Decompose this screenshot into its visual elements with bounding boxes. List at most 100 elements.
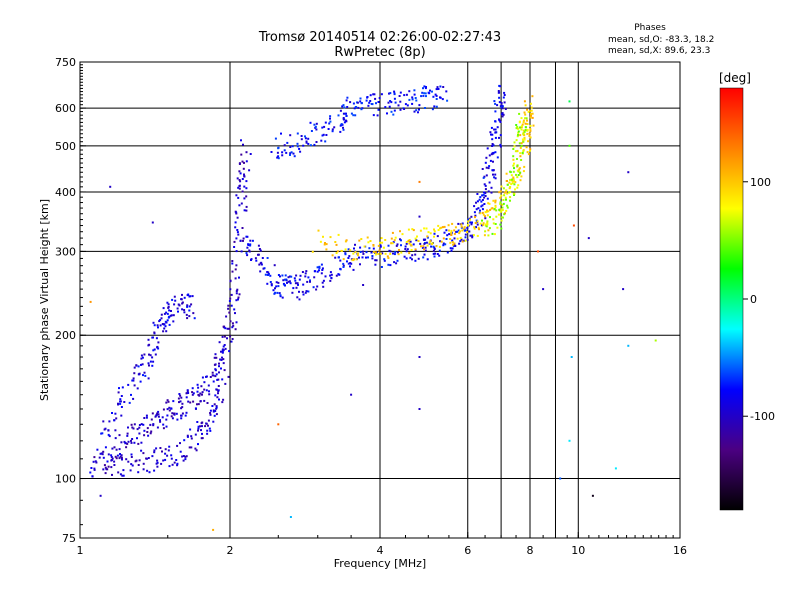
trace-point-o-F1 [457, 222, 460, 225]
trace-point-x-F1 [494, 201, 497, 204]
trace-point-o-F2-upper [435, 98, 438, 100]
trace-point-x-F1 [476, 220, 479, 223]
trace-point-o-F1 [432, 249, 435, 252]
trace-point-o-F2-upper [280, 132, 282, 135]
trace-point-o-low-E [157, 410, 160, 413]
trace-point-x-F1 [398, 249, 400, 251]
trace-point-x-F1 [460, 225, 463, 228]
trace-point-o-low-E [234, 277, 237, 280]
trace-point-o-low-E [235, 211, 238, 214]
trace-point-o-F2-upper [413, 110, 416, 113]
trace-point-x-inner [503, 213, 506, 216]
trace-point-o-lower-band [167, 449, 170, 452]
trace-point-o-F2-upper [369, 100, 372, 102]
trace-point-o-low-E [137, 442, 140, 445]
trace-point-x-F1 [443, 225, 446, 228]
trace-point-x-F1 [450, 234, 453, 236]
trace-point-o-F1 [372, 247, 375, 250]
trace-point-o-F1 [292, 287, 295, 290]
trace-point-o-F2-upper [365, 99, 368, 102]
trace-point-o-F1 [396, 259, 399, 262]
trace-point-o-F1 [496, 156, 499, 159]
trace-point-o-low-E [229, 280, 232, 283]
trace-point-o-low-E [111, 447, 114, 450]
trace-point-o-low-spread [172, 314, 175, 317]
trace-point-x-inner [481, 219, 483, 222]
trace-point-x-F1 [531, 112, 534, 115]
trace-point-o-F2-upper [289, 154, 291, 156]
trace-point-x-inner [517, 174, 520, 176]
trace-point-o-low-E [180, 414, 183, 417]
trace-point-o-low-E [213, 363, 216, 366]
trace-point-o-low-E [231, 322, 234, 325]
trace-point-o-F1 [285, 278, 288, 281]
trace-point-o-lower-band [207, 424, 209, 427]
trace-point-o-low-E [91, 475, 94, 478]
trace-point-o-lower-band [129, 469, 132, 472]
trace-point-o-lower-band [217, 392, 219, 395]
trace-point-o-low-E [234, 328, 237, 331]
trace-point-x-F1 [335, 243, 338, 246]
trace-point-o-lower-band [209, 412, 212, 414]
trace-point-x-F1 [489, 208, 492, 211]
trace-point-o-F1 [406, 248, 409, 251]
trace-point-x-F1 [349, 249, 352, 252]
trace-point-o-F2-upper [370, 103, 373, 105]
trace-point-o-F2-upper [389, 100, 392, 102]
trace-point-o-F2-upper [435, 105, 438, 108]
trace-point-x-F1 [325, 243, 328, 246]
trace-point-o-lower-band [201, 432, 203, 435]
y-tick-label: 400 [55, 186, 76, 199]
trace-point-o-low-E [238, 170, 241, 173]
trace-point-o-low-E [152, 424, 155, 427]
trace-point-o-F1 [503, 94, 506, 96]
trace-point-x-inner [493, 208, 496, 210]
trace-point-o-F2-upper [389, 92, 392, 95]
trace-point-x-F1 [452, 243, 455, 246]
isolated-point [362, 284, 365, 286]
trace-point-o-F1 [286, 281, 288, 284]
trace-point-o-lower-band [170, 457, 173, 460]
trace-point-o-low-spread [170, 310, 172, 312]
trace-point-o-low-E [162, 423, 165, 426]
trace-point-x-F1 [408, 252, 411, 255]
trace-point-x-F1 [500, 185, 503, 188]
trace-point-o-F2-upper [423, 92, 426, 95]
trace-point-o-F2-upper [399, 108, 402, 111]
trace-point-o-low-spread [168, 316, 171, 318]
trace-point-x-F1 [331, 254, 334, 257]
trace-point-o-lower-band [183, 439, 186, 442]
trace-point-x-inner [506, 206, 509, 209]
trace-point-o-low-spread [183, 309, 186, 311]
trace-point-o-low-E [94, 460, 97, 463]
trace-point-o-low-E [228, 300, 231, 302]
trace-point-x-inner [484, 223, 487, 226]
isolated-point [568, 100, 571, 103]
trace-point-o-F1 [352, 268, 355, 271]
trace-point-o-low-spread [132, 397, 135, 400]
trace-point-o-F1 [365, 251, 368, 254]
trace-point-o-F2-upper [305, 141, 308, 144]
trace-point-x-F1 [494, 206, 497, 209]
trace-point-o-F2-upper [415, 109, 418, 112]
trace-point-o-F2-upper [352, 114, 355, 117]
y-tick-label: 200 [55, 329, 76, 342]
trace-point-x-F1 [527, 140, 529, 143]
trace-point-o-F1 [329, 271, 332, 274]
trace-point-o-low-spread [102, 420, 105, 423]
trace-point-o-low-spread [149, 360, 152, 363]
y-tick-label: 600 [55, 102, 76, 115]
isolated-point [622, 288, 625, 291]
trace-point-x-inner [500, 216, 503, 219]
trace-point-o-low-spread [138, 373, 141, 376]
trace-point-o-low-spread [118, 387, 120, 390]
trace-point-x-inner [526, 129, 529, 131]
trace-point-x-inner [511, 182, 514, 185]
trace-point-o-F1 [329, 279, 332, 282]
trace-point-o-low-spread [153, 324, 156, 327]
trace-point-o-low-spread [181, 301, 184, 304]
trace-point-o-low-E [93, 468, 96, 471]
trace-point-o-F1 [368, 247, 371, 250]
trace-point-o-lower-band [186, 434, 189, 437]
trace-point-o-low-spread [143, 371, 146, 374]
